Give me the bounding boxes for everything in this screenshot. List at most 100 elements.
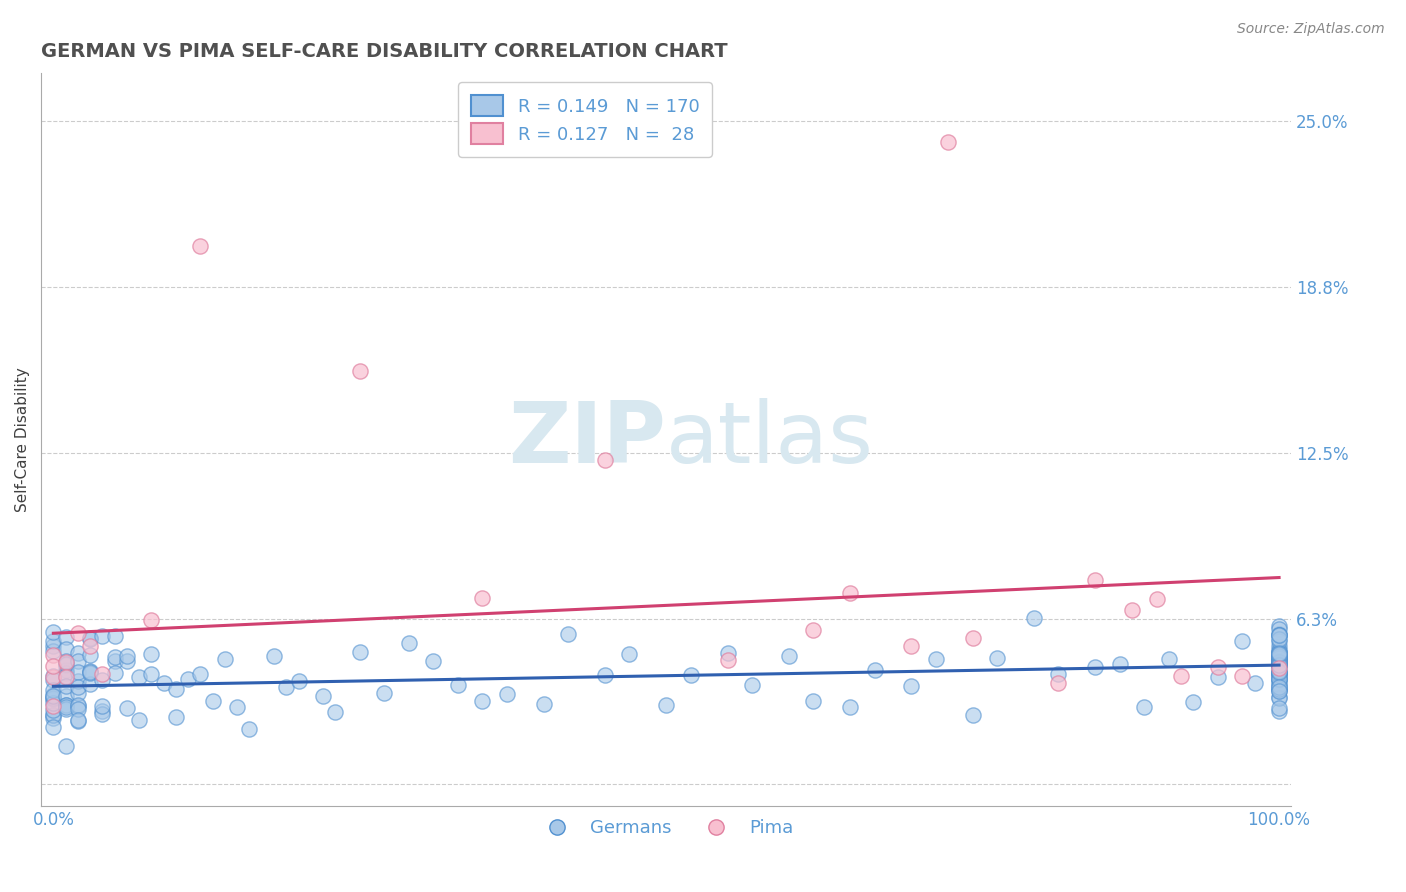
Point <box>152 675 174 690</box>
Point <box>1268 647 1291 661</box>
Point <box>1047 666 1070 681</box>
Point <box>1268 690 1291 705</box>
Point <box>79 665 101 679</box>
Point <box>66 698 89 712</box>
Point <box>1268 650 1291 665</box>
Point <box>263 649 285 664</box>
Point <box>986 651 1008 665</box>
Point <box>839 586 862 600</box>
Point <box>1268 704 1291 718</box>
Point <box>1268 665 1291 679</box>
Point <box>312 689 335 703</box>
Point <box>55 654 77 668</box>
Point <box>1268 672 1291 686</box>
Point <box>1268 650 1291 665</box>
Point <box>716 646 738 660</box>
Point <box>1268 657 1291 672</box>
Text: atlas: atlas <box>666 398 875 481</box>
Point <box>238 722 260 736</box>
Point <box>557 627 579 641</box>
Point <box>1268 666 1291 681</box>
Point <box>91 704 114 718</box>
Point <box>42 691 65 706</box>
Point <box>1268 648 1291 663</box>
Point <box>91 673 114 688</box>
Point <box>1268 668 1291 682</box>
Point <box>141 613 163 627</box>
Point <box>79 632 101 646</box>
Point <box>471 591 494 605</box>
Point <box>66 680 89 694</box>
Point <box>115 654 138 668</box>
Point <box>66 699 89 714</box>
Point <box>900 639 922 653</box>
Point <box>190 666 212 681</box>
Text: GERMAN VS PIMA SELF-CARE DISABILITY CORRELATION CHART: GERMAN VS PIMA SELF-CARE DISABILITY CORR… <box>41 42 728 61</box>
Point <box>42 644 65 658</box>
Point <box>42 698 65 713</box>
Point <box>1268 661 1291 675</box>
Point <box>1268 680 1291 694</box>
Point <box>1157 651 1180 665</box>
Point <box>91 706 114 721</box>
Text: Source: ZipAtlas.com: Source: ZipAtlas.com <box>1237 22 1385 37</box>
Point <box>1268 646 1291 660</box>
Point <box>1268 665 1291 680</box>
Point <box>55 689 77 703</box>
Point <box>1206 670 1229 684</box>
Point <box>55 680 77 694</box>
Point <box>1022 611 1045 625</box>
Point <box>42 673 65 688</box>
Point <box>91 629 114 643</box>
Point <box>42 691 65 706</box>
Point <box>42 659 65 673</box>
Point <box>104 654 127 668</box>
Point <box>323 706 346 720</box>
Point <box>1268 673 1291 687</box>
Point <box>141 667 163 681</box>
Point <box>1268 626 1291 640</box>
Point <box>55 698 77 713</box>
Point <box>1268 684 1291 698</box>
Point <box>1268 628 1291 642</box>
Point <box>55 698 77 712</box>
Point <box>1268 648 1291 663</box>
Point <box>936 135 959 149</box>
Point <box>962 708 984 723</box>
Point <box>104 650 127 665</box>
Point <box>1268 645 1291 659</box>
Point <box>593 453 616 467</box>
Point <box>42 634 65 648</box>
Point <box>42 720 65 734</box>
Point <box>55 655 77 669</box>
Point <box>679 667 702 681</box>
Point <box>533 697 555 711</box>
Point <box>1268 690 1291 704</box>
Point <box>55 642 77 657</box>
Point <box>1182 695 1205 709</box>
Point <box>1133 700 1156 714</box>
Point <box>1268 639 1291 653</box>
Point <box>1268 654 1291 668</box>
Point <box>42 696 65 710</box>
Point <box>1268 654 1291 668</box>
Point <box>801 623 824 637</box>
Point <box>66 686 89 700</box>
Point <box>1206 659 1229 673</box>
Point <box>42 624 65 639</box>
Point <box>42 703 65 717</box>
Point <box>1084 660 1107 674</box>
Point <box>900 680 922 694</box>
Point <box>42 669 65 683</box>
Point <box>349 645 371 659</box>
Point <box>42 639 65 653</box>
Point <box>201 694 224 708</box>
Point <box>1268 628 1291 642</box>
Point <box>55 657 77 672</box>
Point <box>55 666 77 681</box>
Point <box>55 630 77 644</box>
Y-axis label: Self-Care Disability: Self-Care Disability <box>15 368 30 512</box>
Point <box>66 654 89 668</box>
Point <box>66 673 89 688</box>
Point <box>1268 643 1291 657</box>
